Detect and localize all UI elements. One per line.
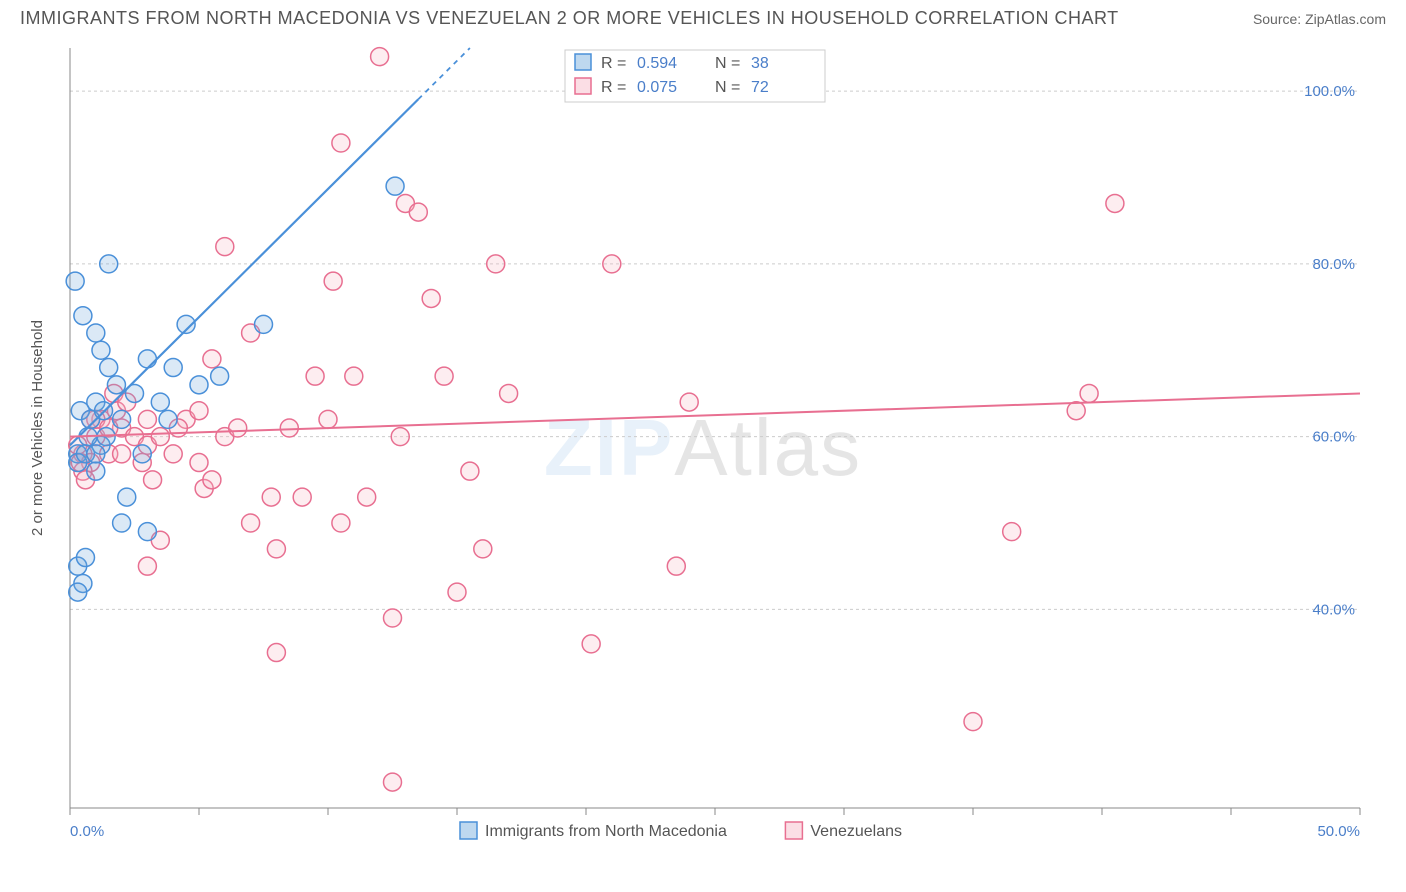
data-point [603, 255, 621, 273]
data-point [76, 549, 94, 567]
legend-swatch [575, 78, 591, 94]
data-point [391, 428, 409, 446]
title-bar: IMMIGRANTS FROM NORTH MACEDONIA VS VENEZ… [0, 0, 1406, 33]
data-point [332, 134, 350, 152]
data-point [1003, 523, 1021, 541]
data-point [358, 488, 376, 506]
data-point [118, 488, 136, 506]
legend-n-value: 72 [751, 79, 769, 96]
data-point [113, 514, 131, 532]
data-point [371, 48, 389, 66]
y-tick-label: 40.0% [1312, 601, 1355, 618]
data-point [138, 410, 156, 428]
data-point [69, 583, 87, 601]
y-tick-label: 60.0% [1312, 429, 1355, 446]
data-point [293, 488, 311, 506]
data-point [680, 393, 698, 411]
data-point [100, 359, 118, 377]
data-point [211, 367, 229, 385]
data-point [66, 272, 84, 290]
chart-area: ZIPAtlas 40.0%60.0%80.0%100.0%0.0%50.0%2… [20, 38, 1386, 858]
y-axis-label: 2 or more Vehicles in Household [29, 320, 46, 536]
legend-n-label: N = [715, 79, 740, 96]
data-point [216, 238, 234, 256]
data-point [324, 272, 342, 290]
bottom-legend-label: Immigrants from North Macedonia [485, 823, 727, 840]
data-point [1067, 402, 1085, 420]
data-point [138, 557, 156, 575]
data-point [203, 471, 221, 489]
data-point [667, 557, 685, 575]
data-point [151, 393, 169, 411]
data-point [332, 514, 350, 532]
data-point [87, 445, 105, 463]
legend-n-label: N = [715, 55, 740, 72]
data-point [138, 523, 156, 541]
legend-n-value: 38 [751, 55, 769, 72]
data-point [138, 350, 156, 368]
data-point [190, 376, 208, 394]
data-point [461, 462, 479, 480]
scatter-chart: 40.0% 60.0% 80.0% 100.0% 0.0% 50.0% 2 or more … [20, 38, 1386, 858]
data-point [164, 359, 182, 377]
data-point [242, 514, 260, 532]
legend-swatch [575, 54, 591, 70]
x-tick-label: 50.0% [1317, 823, 1360, 840]
data-point [190, 402, 208, 420]
data-point [262, 488, 280, 506]
data-point [435, 367, 453, 385]
data-point [267, 644, 285, 662]
data-point [267, 540, 285, 558]
data-point [113, 445, 131, 463]
data-point [144, 471, 162, 489]
data-point [229, 419, 247, 437]
data-point [92, 341, 110, 359]
data-point [164, 445, 182, 463]
data-point [409, 203, 427, 221]
legend-r-label: R = [601, 55, 626, 72]
data-point [133, 445, 151, 463]
data-point [280, 419, 298, 437]
data-point [74, 307, 92, 325]
data-point [113, 410, 131, 428]
bottom-legend-swatch [460, 822, 477, 839]
x-tick-label: 0.0% [70, 823, 104, 840]
data-point [582, 635, 600, 653]
data-point [1106, 194, 1124, 212]
data-point [1080, 384, 1098, 402]
data-point [384, 773, 402, 791]
data-point [384, 609, 402, 627]
data-point [190, 454, 208, 472]
data-point [107, 376, 125, 394]
data-point [386, 177, 404, 195]
legend-r-value: 0.594 [637, 55, 677, 72]
data-point [448, 583, 466, 601]
data-point [319, 410, 337, 428]
data-point [87, 462, 105, 480]
data-point [306, 367, 324, 385]
data-point [422, 289, 440, 307]
y-tick-label: 80.0% [1312, 256, 1355, 273]
source-label: Source: ZipAtlas.com [1253, 11, 1386, 27]
y-tick-label: 100.0% [1304, 83, 1355, 100]
bottom-legend-label: Venezuelans [810, 823, 902, 840]
data-point [151, 428, 169, 446]
data-point [500, 384, 518, 402]
data-point [159, 410, 177, 428]
trend-line [70, 99, 418, 445]
data-point [474, 540, 492, 558]
trend-line [70, 393, 1360, 436]
data-point [487, 255, 505, 273]
data-point [203, 350, 221, 368]
data-point [964, 713, 982, 731]
legend-r-label: R = [601, 79, 626, 96]
chart-title: IMMIGRANTS FROM NORTH MACEDONIA VS VENEZ… [20, 8, 1119, 29]
data-point [255, 315, 273, 333]
data-point [345, 367, 363, 385]
data-point [100, 255, 118, 273]
bottom-legend-swatch [785, 822, 802, 839]
legend-r-value: 0.075 [637, 79, 677, 96]
data-point [87, 324, 105, 342]
